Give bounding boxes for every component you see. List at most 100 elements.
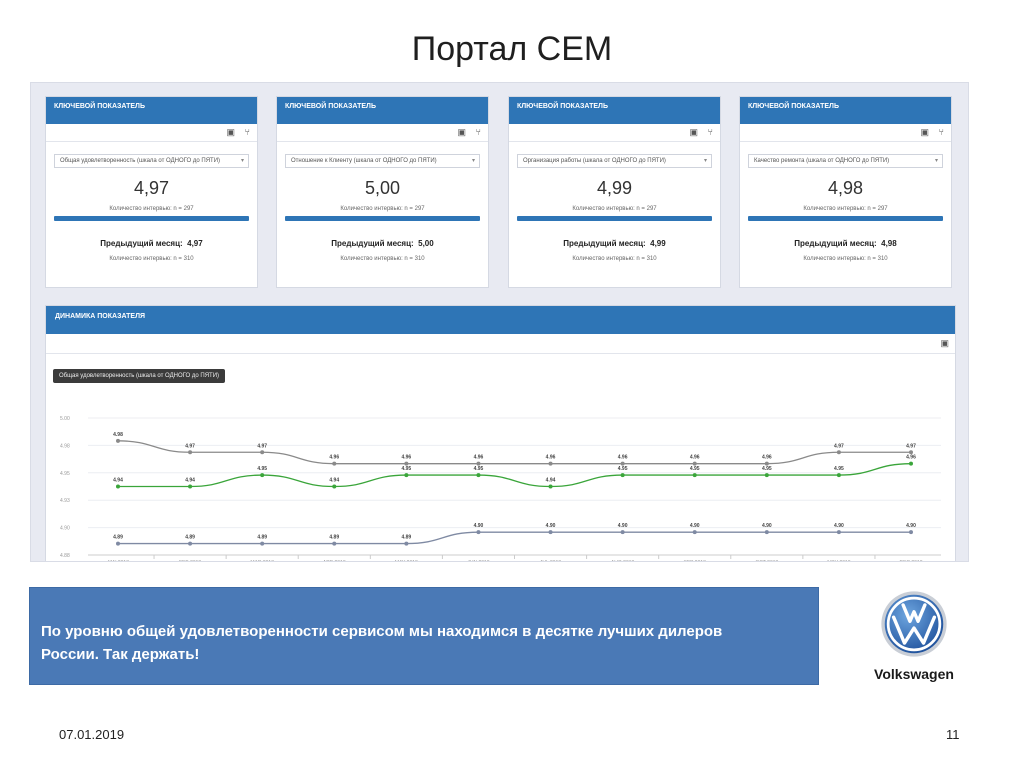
kpi-card-client-attitude: Ключевой показатель ▣ ⑂ Отношение к Клие… — [276, 96, 489, 288]
kpi-toolbar: ▣ ⑂ — [509, 124, 720, 142]
x-tick-label: APR 2018 — [323, 560, 346, 562]
share-icon[interactable]: ⑂ — [244, 127, 250, 137]
camera-icon[interactable]: ▣ — [226, 127, 235, 137]
data-point — [260, 541, 265, 546]
kpi-value: 5,00 — [364, 178, 401, 198]
x-tick-label: JAN 2018 — [107, 560, 129, 562]
chevron-down-icon: ▾ — [240, 158, 244, 164]
kpi-progress-bar — [517, 216, 712, 221]
data-label: 4.96 — [329, 455, 339, 461]
y-tick-label: 4.98 — [60, 443, 70, 449]
kpi-prev-value: 4,98 — [881, 239, 897, 248]
kpi-interview-count: Количество интервью: n = 297 — [572, 206, 657, 212]
data-label: 4.95 — [618, 466, 628, 472]
y-tick-label: 4.88 — [60, 553, 70, 559]
kpi-prev-interview-count: Количество интервью: n = 310 — [572, 256, 657, 262]
x-tick-label: JUL 2018 — [540, 560, 561, 562]
x-tick-label: DEC 2018 — [899, 560, 922, 562]
data-label: 4.96 — [618, 455, 628, 461]
kpi-prev-value: 5,00 — [418, 239, 434, 248]
dynamics-toolbar: ▣ — [46, 334, 955, 354]
data-point — [116, 484, 120, 489]
data-point — [260, 450, 265, 455]
data-label: 4.96 — [401, 455, 411, 461]
kpi-select-value: Качество ремонта (шкала от ОДНОГО до ПЯТ… — [754, 158, 890, 164]
data-label: 4.96 — [690, 455, 700, 461]
data-point — [116, 541, 120, 546]
kpi-select-value: Организация работы (шкала от ОДНОГО до П… — [523, 158, 666, 164]
series-line — [117, 440, 911, 465]
share-icon[interactable]: ⑂ — [707, 127, 713, 137]
data-label: 4.89 — [113, 535, 123, 541]
kpi-prev-interview-count: Количество интервью: n = 310 — [109, 256, 194, 262]
x-tick-label: MAR 2018 — [250, 560, 274, 562]
share-icon[interactable]: ⑂ — [475, 127, 481, 137]
data-label: 4.95 — [834, 466, 844, 472]
kpi-header: Ключевой показатель — [46, 97, 257, 124]
x-tick-label: NOV 2018 — [827, 560, 851, 562]
dynamics-panel: ДИНАМИКА ПОКАЗАТЕЛЯ ▣ Общая удовлетворен… — [45, 305, 956, 562]
metric-chip[interactable]: Общая удовлетворенность (шкала от ОДНОГО… — [53, 369, 226, 383]
kpi-interview-count: Количество интервью: n = 297 — [109, 206, 194, 212]
y-tick-label: 4.95 — [60, 471, 70, 477]
kpi-value: 4,98 — [827, 178, 864, 198]
data-point — [476, 473, 481, 478]
data-label: 4.89 — [401, 535, 411, 541]
kpi-prev-label: Предыдущий месяц: — [794, 239, 877, 248]
kpi-toolbar: ▣ ⑂ — [46, 124, 257, 142]
data-point — [909, 530, 913, 535]
kpi-prev-interview-count: Количество интервью: n = 310 — [803, 256, 888, 262]
y-tick-label: 5.00 — [60, 416, 70, 422]
kpi-value: 4,97 — [133, 178, 170, 198]
message-banner: По уровню общей удовлетворенности сервис… — [29, 587, 819, 685]
data-label: 4.97 — [834, 443, 844, 449]
data-point — [548, 484, 553, 489]
kpi-card-work-organization: Ключевой показатель ▣ ⑂ Организация рабо… — [508, 96, 721, 288]
kpi-progress-bar — [285, 216, 480, 221]
kpi-value: 4,99 — [596, 178, 633, 198]
data-point — [692, 530, 697, 535]
series-line — [118, 531, 911, 545]
data-point — [188, 484, 193, 489]
series-line — [118, 463, 912, 488]
camera-icon[interactable]: ▣ — [940, 338, 949, 348]
share-icon[interactable]: ⑂ — [938, 127, 944, 137]
data-label: 4.94 — [329, 478, 339, 484]
data-point — [476, 530, 481, 535]
data-point — [620, 473, 625, 478]
kpi-metric-select[interactable]: Организация работы (шкала от ОДНОГО до П… — [517, 154, 712, 168]
camera-icon[interactable]: ▣ — [457, 127, 466, 137]
kpi-metric-select[interactable]: Общая удовлетворенность (шкала от ОДНОГО… — [54, 154, 249, 168]
y-tick-label: 4.90 — [60, 526, 70, 532]
data-label: 4.96 — [546, 455, 556, 461]
dynamics-header: ДИНАМИКА ПОКАЗАТЕЛЯ — [46, 306, 955, 334]
kpi-prev-label: Предыдущий месяц: — [100, 239, 183, 248]
kpi-metric-select[interactable]: Отношение к Клиенту (шкала от ОДНОГО до … — [285, 154, 480, 168]
data-point — [188, 541, 193, 546]
data-point — [620, 461, 625, 466]
kpi-header: Ключевой показатель — [277, 97, 488, 124]
data-label: 4.90 — [690, 523, 700, 529]
kpi-prev-label: Предыдущий месяц: — [563, 239, 646, 248]
kpi-prev-label: Предыдущий месяц: — [331, 239, 414, 248]
data-point — [404, 461, 409, 466]
kpi-previous-month: Предыдущий месяц: 4,99 — [509, 239, 720, 248]
kpi-prev-interview-count: Количество интервью: n = 310 — [340, 256, 425, 262]
kpi-previous-month: Предыдущий месяц: 4,98 — [740, 239, 951, 248]
kpi-select-value: Общая удовлетворенность (шкала от ОДНОГО… — [60, 158, 221, 164]
data-point — [548, 461, 553, 466]
camera-icon[interactable]: ▣ — [689, 127, 698, 137]
kpi-progress-bar — [748, 216, 943, 221]
data-point — [836, 473, 841, 478]
kpi-metric-select[interactable]: Качество ремонта (шкала от ОДНОГО до ПЯТ… — [748, 154, 943, 168]
data-label: 4.94 — [113, 478, 123, 484]
data-point — [332, 461, 337, 466]
data-point — [764, 530, 769, 535]
kpi-header: Ключевой показатель — [740, 97, 951, 124]
camera-icon[interactable]: ▣ — [920, 127, 929, 137]
x-tick-label: OCT 2018 — [755, 560, 778, 562]
data-label: 4.95 — [257, 466, 267, 472]
data-label: 4.97 — [906, 443, 916, 449]
data-label: 4.90 — [618, 523, 628, 529]
